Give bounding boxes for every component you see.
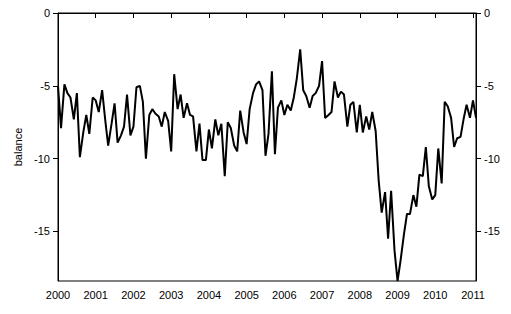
svg-text:2009: 2009	[385, 289, 409, 301]
svg-text:2008: 2008	[348, 289, 372, 301]
svg-text:2007: 2007	[310, 289, 334, 301]
svg-text:0: 0	[44, 7, 50, 19]
svg-text:2010: 2010	[423, 289, 447, 301]
svg-text:-5: -5	[40, 80, 50, 92]
svg-text:2002: 2002	[121, 289, 145, 301]
svg-text:-5: -5	[484, 80, 494, 92]
svg-text:2005: 2005	[234, 289, 258, 301]
svg-text:2004: 2004	[197, 289, 221, 301]
svg-text:-15: -15	[34, 225, 50, 237]
svg-text:-15: -15	[484, 225, 500, 237]
svg-text:0: 0	[484, 7, 490, 19]
svg-text:-10: -10	[484, 153, 500, 165]
svg-text:2011: 2011	[461, 289, 485, 301]
svg-text:balance: balance	[12, 128, 24, 167]
svg-text:2003: 2003	[159, 289, 183, 301]
svg-text:-10: -10	[34, 153, 50, 165]
svg-text:2006: 2006	[272, 289, 296, 301]
svg-text:2001: 2001	[83, 289, 107, 301]
svg-text:2000: 2000	[46, 289, 70, 301]
